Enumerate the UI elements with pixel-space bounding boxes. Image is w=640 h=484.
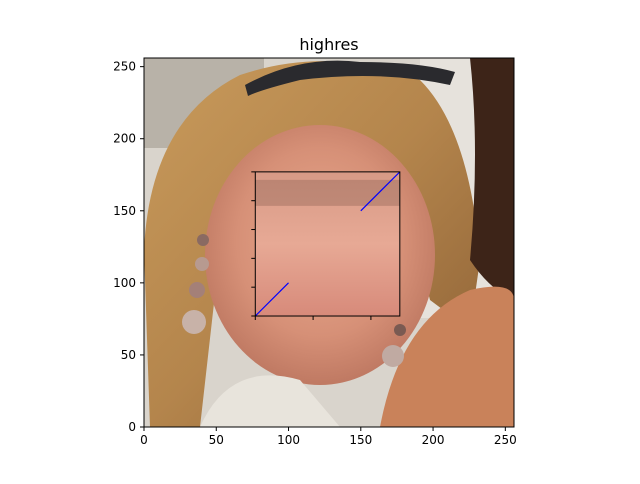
y-axis: 0 50 100 150 200 250 xyxy=(113,60,144,434)
x-tick-label: 250 xyxy=(494,433,517,447)
y-tick-label: 50 xyxy=(121,348,136,362)
inset-eye-shadow xyxy=(255,179,400,206)
inset-line xyxy=(360,171,401,212)
y-tick-label: 200 xyxy=(113,132,136,146)
inset-axes xyxy=(251,171,401,321)
x-tick-label: 50 xyxy=(209,433,224,447)
x-axis: 0 50 100 150 200 250 xyxy=(140,427,517,447)
x-tick-label: 200 xyxy=(422,433,445,447)
inset-frame xyxy=(254,171,401,317)
y-tick-label: 250 xyxy=(113,60,136,74)
y-tick-label: 100 xyxy=(113,276,136,290)
y-tick-label: 0 xyxy=(128,420,136,434)
x-tick-label: 150 xyxy=(349,433,372,447)
y-tick-label: 150 xyxy=(113,204,136,218)
chart-title: highres xyxy=(299,35,358,54)
x-tick-label: 0 xyxy=(140,433,148,447)
photo-image xyxy=(144,58,514,427)
inset-line xyxy=(254,282,289,317)
axes-frame xyxy=(143,57,515,428)
x-tick-label: 100 xyxy=(277,433,300,447)
